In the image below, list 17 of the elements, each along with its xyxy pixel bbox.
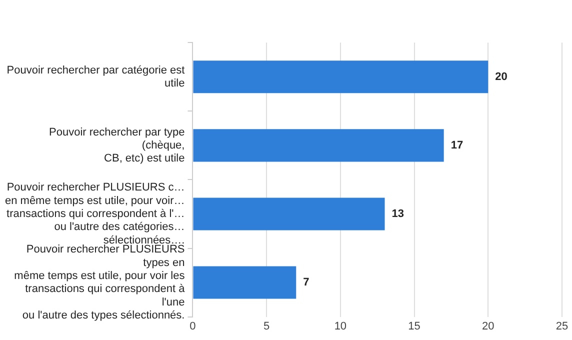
- x-tick-label: 20: [482, 320, 494, 332]
- y-tick-label: Pouvoir rechercher par catégorie est utile: [6, 64, 185, 90]
- x-tick-label: 0: [190, 320, 196, 332]
- x-tick-label: 25: [556, 320, 568, 332]
- bar: [193, 198, 385, 230]
- data-label: 17: [450, 139, 464, 152]
- bar: [193, 266, 296, 299]
- bar: [193, 60, 488, 94]
- bar: [193, 129, 444, 162]
- x-tick-label: 15: [408, 320, 420, 332]
- y-tick-label: Pouvoir rechercher par type (chèque, CB, etc) est utile: [49, 126, 185, 165]
- x-tick-label: 5: [264, 320, 270, 332]
- x-tick-label: 10: [334, 320, 347, 332]
- data-label: 7: [303, 276, 310, 289]
- data-label: 13: [392, 208, 404, 220]
- y-tick-label: Pouvoir rechercher PLUSIEURS types en même temps est utile, pour voir les transactions qui correspondent à l'une ou l'autre des types sélectionnés.: [14, 244, 186, 322]
- data-label: 20: [495, 70, 508, 83]
